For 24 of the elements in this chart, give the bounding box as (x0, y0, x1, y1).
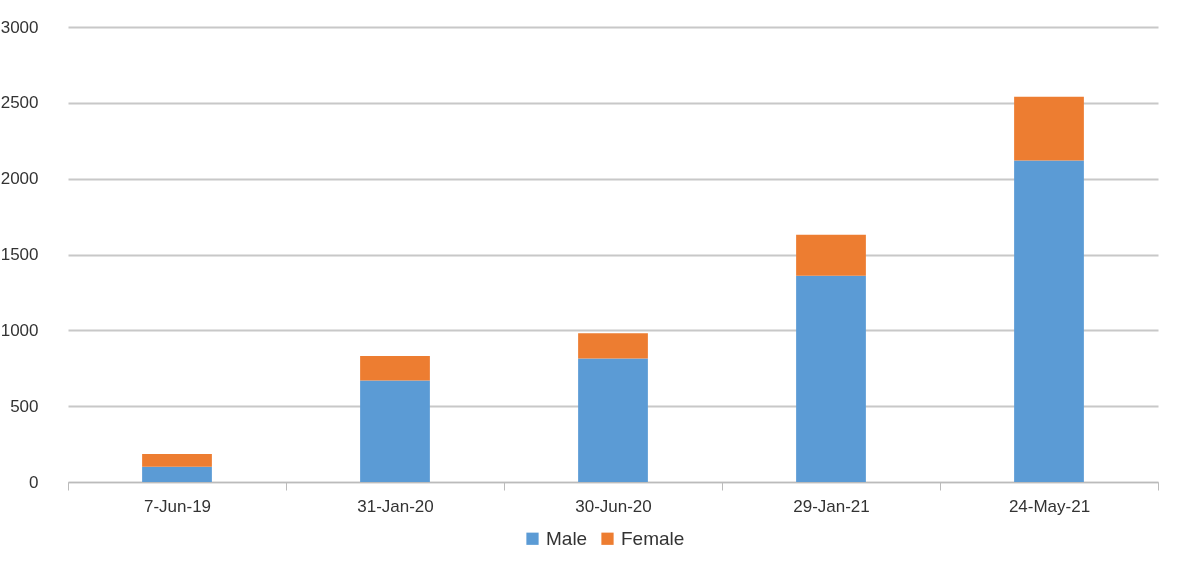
y-tick-label: 1000 (0, 320, 39, 340)
bar (796, 275, 866, 482)
bar (578, 333, 648, 359)
bar (578, 358, 648, 482)
y-tick-label: 2500 (0, 93, 39, 113)
bar (1014, 160, 1084, 482)
bar (142, 466, 212, 482)
x-tick-label: 30-Jun-20 (575, 496, 652, 516)
legend-label: Female (621, 527, 685, 549)
bar (796, 234, 866, 276)
x-tick-label: 31-Jan-20 (357, 496, 434, 516)
legend-label: Male (546, 527, 588, 549)
y-tick-label: 500 (10, 396, 39, 416)
bar (360, 380, 430, 482)
x-tick-label: 7-Jun-19 (143, 496, 212, 516)
bar (1014, 96, 1084, 161)
x-tick-label: 24-May-21 (1008, 496, 1091, 516)
x-tick-label: 29-Jan-21 (793, 496, 870, 516)
y-tick-label: 1500 (0, 245, 39, 264)
bar (360, 356, 430, 381)
y-tick-label: 0 (29, 472, 39, 492)
y-tick-label: 3000 (0, 17, 39, 37)
bar (142, 453, 212, 467)
y-tick-label: 2000 (0, 169, 39, 189)
